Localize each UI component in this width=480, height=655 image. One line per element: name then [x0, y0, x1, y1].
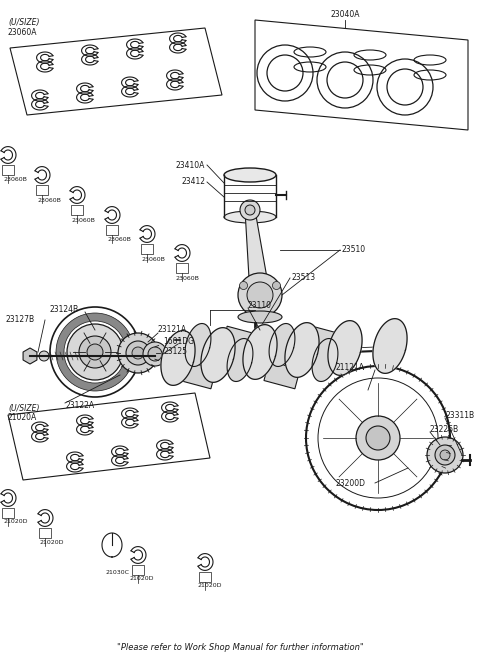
Circle shape [143, 342, 167, 366]
Circle shape [366, 426, 390, 450]
Polygon shape [185, 324, 211, 367]
Text: 23060A: 23060A [8, 28, 37, 37]
Text: 23121A: 23121A [158, 326, 187, 335]
Circle shape [126, 341, 150, 365]
Polygon shape [285, 323, 319, 377]
Polygon shape [373, 318, 407, 373]
Polygon shape [23, 348, 37, 364]
Circle shape [247, 282, 273, 308]
Text: 23412: 23412 [181, 178, 205, 187]
Circle shape [240, 282, 248, 290]
Text: 23513: 23513 [292, 274, 316, 282]
Circle shape [175, 337, 181, 343]
Polygon shape [264, 361, 300, 389]
Polygon shape [328, 321, 362, 375]
Polygon shape [245, 210, 270, 295]
Circle shape [67, 324, 123, 380]
Wedge shape [56, 313, 134, 391]
Text: 21020D: 21020D [40, 540, 64, 545]
Text: 23226B: 23226B [430, 426, 459, 434]
Polygon shape [307, 326, 343, 354]
Polygon shape [312, 339, 338, 381]
Text: 21121A: 21121A [335, 364, 364, 373]
Circle shape [148, 347, 162, 361]
Polygon shape [201, 328, 235, 383]
Text: 23311B: 23311B [445, 411, 474, 419]
Text: 23410A: 23410A [176, 160, 205, 170]
Text: 23060B: 23060B [141, 257, 165, 262]
Text: "Please refer to Work Shop Manual for further information": "Please refer to Work Shop Manual for fu… [117, 643, 363, 652]
Circle shape [79, 336, 111, 368]
Text: 23060B: 23060B [72, 218, 96, 223]
Polygon shape [243, 325, 277, 379]
Circle shape [39, 351, 49, 361]
Text: 23124B: 23124B [50, 305, 79, 314]
Circle shape [427, 437, 463, 473]
Circle shape [273, 282, 280, 290]
Circle shape [87, 344, 103, 360]
Polygon shape [227, 339, 253, 381]
Circle shape [240, 200, 260, 220]
Text: 23200D: 23200D [335, 479, 365, 487]
Text: 21020D: 21020D [130, 576, 155, 581]
Ellipse shape [224, 211, 276, 223]
Text: 23125: 23125 [163, 348, 187, 356]
Text: 21020A: 21020A [8, 413, 37, 422]
Text: 21020D: 21020D [197, 583, 221, 588]
Text: (U/SIZE): (U/SIZE) [8, 18, 39, 27]
Ellipse shape [238, 311, 282, 323]
Polygon shape [180, 361, 216, 389]
Text: 1601DG: 1601DG [163, 337, 194, 346]
Text: 21020D: 21020D [3, 519, 27, 524]
Circle shape [118, 333, 158, 373]
Text: 23110: 23110 [248, 301, 272, 310]
Circle shape [440, 450, 450, 460]
Text: 23060B: 23060B [107, 237, 131, 242]
Text: 23060B: 23060B [38, 198, 62, 203]
Polygon shape [161, 331, 195, 385]
Circle shape [132, 347, 144, 359]
Circle shape [245, 205, 255, 215]
Text: 21030C: 21030C [105, 570, 129, 575]
Ellipse shape [224, 168, 276, 182]
Polygon shape [269, 324, 295, 367]
Circle shape [435, 445, 455, 465]
Circle shape [238, 273, 282, 317]
Circle shape [356, 416, 400, 460]
Text: 23040A: 23040A [330, 10, 360, 19]
Text: 23060B: 23060B [176, 276, 200, 281]
Text: 23060B: 23060B [3, 177, 27, 182]
Text: 23127B: 23127B [5, 316, 34, 324]
Text: 23122A: 23122A [65, 400, 94, 409]
Text: (U/SIZE): (U/SIZE) [8, 404, 39, 413]
Text: 23510: 23510 [342, 246, 366, 255]
Polygon shape [222, 326, 258, 354]
